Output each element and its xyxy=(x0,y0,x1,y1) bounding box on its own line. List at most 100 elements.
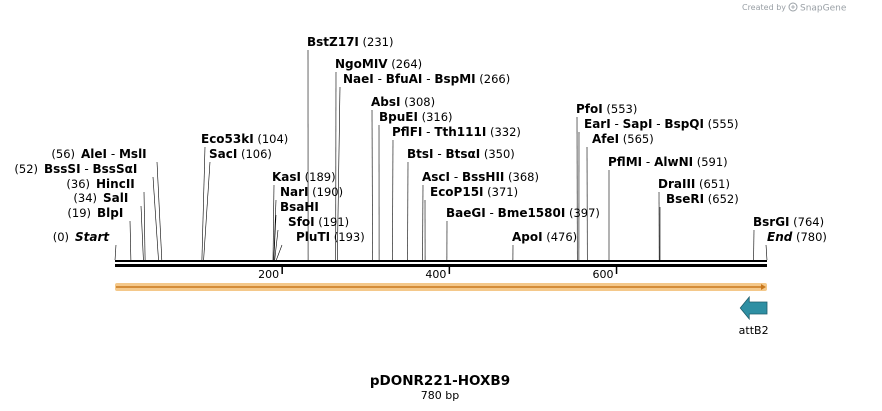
site-leader-lines xyxy=(114,49,768,261)
site-label-bsssi[interactable]: BssSI - BssSαI xyxy=(44,162,137,176)
enzyme-bseri: BseRI xyxy=(666,192,704,206)
site-separator: - xyxy=(422,72,434,86)
site-label-end[interactable]: End (780) xyxy=(767,230,827,244)
credit-brand: SnapGene xyxy=(800,4,847,14)
site-label-btsi[interactable]: BtsI - BtsαI (350) xyxy=(407,147,515,161)
site-label-pluti[interactable]: PluTI (193) xyxy=(296,230,365,244)
enzyme-pfoi: PfoI xyxy=(576,102,603,116)
site-pos-afei: (565) xyxy=(619,132,654,146)
enzyme-bspqi: BspQI xyxy=(664,117,704,131)
site-label-bstz17i[interactable]: BstZ17I (231) xyxy=(307,35,393,49)
site-label-draiii[interactable]: DraIII (651) xyxy=(658,177,730,191)
site-pos-start: (0) xyxy=(53,230,69,244)
scale-tick-label-600: 600 xyxy=(593,268,614,281)
leader-bsssi xyxy=(152,176,159,261)
leader-kasi xyxy=(272,184,275,261)
scale-tick-label-200: 200 xyxy=(258,268,279,281)
site-label-saci[interactable]: SacI (106) xyxy=(209,147,272,161)
enzyme-btsi: BtsI xyxy=(407,147,434,161)
site-pos-baegi: (397) xyxy=(565,206,600,220)
site-label-baegi[interactable]: BaeGI - Bme1580I (397) xyxy=(446,206,600,220)
enzyme-saci: SacI xyxy=(209,147,237,161)
site-label-pflfi[interactable]: PflFI - Tth111I (332) xyxy=(392,125,521,139)
site-label-blpi[interactable]: BlpI xyxy=(97,206,123,220)
site-separator: - xyxy=(486,206,498,220)
site-label-eco53ki[interactable]: Eco53kI (104) xyxy=(201,132,288,146)
site-pos-pflfi: (332) xyxy=(486,125,521,139)
site-separator: - xyxy=(107,147,119,161)
site-pos-ngomiv: (264) xyxy=(388,57,423,71)
site-label-start[interactable]: Start xyxy=(75,230,110,244)
enzyme-pflfi: PflFI xyxy=(392,125,422,139)
site-labels: (0) Start (19) BlpI(34) SalI (36) HincII (52) Bs… xyxy=(14,35,827,244)
enzyme-bfuai: BfuAI xyxy=(386,72,423,86)
enzyme-bsshii: BssHII xyxy=(462,170,504,184)
site-label-kasi[interactable]: KasI (189) xyxy=(272,170,336,184)
site-separator: - xyxy=(450,170,462,184)
site-label-apoi[interactable]: ApoI (476) xyxy=(512,230,577,244)
site-label-hincii[interactable]: HincII xyxy=(96,177,135,191)
site-pos-draiii: (651) xyxy=(695,177,730,191)
site-label-sali[interactable]: SalI xyxy=(103,191,128,205)
scale-ticks: 200 400 600 xyxy=(258,267,618,281)
site-label-sfoi[interactable]: SfoI (191) xyxy=(288,215,349,229)
backbone-top-strand xyxy=(115,260,767,262)
site-label-bsahi[interactable]: BsaHI xyxy=(280,200,319,214)
site-label-ngomiv[interactable]: NgoMIV (264) xyxy=(335,57,422,71)
site-label-alei[interactable]: AleI - MslI xyxy=(81,147,147,161)
site-label-asci[interactable]: AscI - BssHII (368) xyxy=(422,170,539,184)
site-pos-pflmi: (591) xyxy=(693,155,728,169)
site-label-pfoi[interactable]: PfoI (553) xyxy=(576,102,637,116)
site-label-nari[interactable]: NarI (190) xyxy=(280,185,343,199)
site-pos-end: (780) xyxy=(792,230,827,244)
leader-saci xyxy=(203,161,211,261)
site-label-bsrgi[interactable]: BsrGI (764) xyxy=(753,215,824,229)
enzyme-naei: NaeI xyxy=(343,72,374,86)
leader-pflfi xyxy=(392,139,394,261)
site-separator: - xyxy=(422,125,434,139)
enzyme-pflmi: PflMI xyxy=(608,155,642,169)
site-label-afei[interactable]: AfeI (565) xyxy=(592,132,654,146)
leader-bsahi xyxy=(273,214,277,261)
leader-blpi xyxy=(129,220,132,261)
plasmid-name: pDONR221-HOXB9 xyxy=(370,373,510,389)
leader-sali xyxy=(140,205,144,261)
site-separator: - xyxy=(642,155,654,169)
feature-attb2-arrow[interactable] xyxy=(739,295,768,321)
site-label-bseri[interactable]: BseRI (652) xyxy=(666,192,739,206)
orf-arrow-head xyxy=(761,284,766,290)
feature-attb2-label: attB2 xyxy=(739,324,769,337)
site-pos-kasi: (189) xyxy=(301,170,336,184)
enzyme-alwni: AlwNI xyxy=(654,155,693,169)
site-label-absi[interactable]: AbsI (308) xyxy=(371,95,435,109)
site-label-pflmi[interactable]: PflMI - AlwNI (591) xyxy=(608,155,728,169)
site-label-naei[interactable]: NaeI - BfuAI - BspMI (266) xyxy=(343,72,510,86)
enzyme-tth111i: Tth111I xyxy=(434,125,486,139)
site-pos-bsrgi: (764) xyxy=(790,215,825,229)
orf-bar xyxy=(115,283,767,291)
site-pos-bseri: (652) xyxy=(704,192,739,206)
site-pos-absi: (308) xyxy=(400,95,435,109)
enzyme-bstz17i: BstZ17I xyxy=(307,35,359,49)
site-pos-nari: (190) xyxy=(309,185,344,199)
site-separator: - xyxy=(81,162,93,176)
leader-end xyxy=(765,244,768,261)
enzyme-bts-i: BtsαI xyxy=(445,147,480,161)
scale-tick-label-400: 400 xyxy=(425,268,446,281)
credit-created-by: Created by xyxy=(742,3,786,12)
site-label-eari[interactable]: EarI - SapI - BspQI (555) xyxy=(584,117,739,131)
enzyme-bsssi: BssSI xyxy=(44,162,81,176)
enzyme-apoi: ApoI xyxy=(512,230,543,244)
enzyme-alei: AleI xyxy=(81,147,107,161)
enzyme-blpi: BlpI xyxy=(97,206,123,220)
site-label-ecop15i[interactable]: EcoP15I (371) xyxy=(430,185,518,199)
snapgene-credit: Created by SnapGene xyxy=(742,2,847,14)
site-label-bpuei[interactable]: BpuEI (316) xyxy=(379,110,453,124)
site-separator: - xyxy=(611,117,623,131)
site-pos-naei: (266) xyxy=(476,72,511,86)
site-pos-btsi: (350) xyxy=(480,147,515,161)
enzyme-absi: AbsI xyxy=(371,95,400,109)
site-pos-bpuei: (316) xyxy=(418,110,453,124)
enzyme-bme1580i: Bme1580I xyxy=(498,206,566,220)
features-track: attB2 xyxy=(739,295,769,337)
